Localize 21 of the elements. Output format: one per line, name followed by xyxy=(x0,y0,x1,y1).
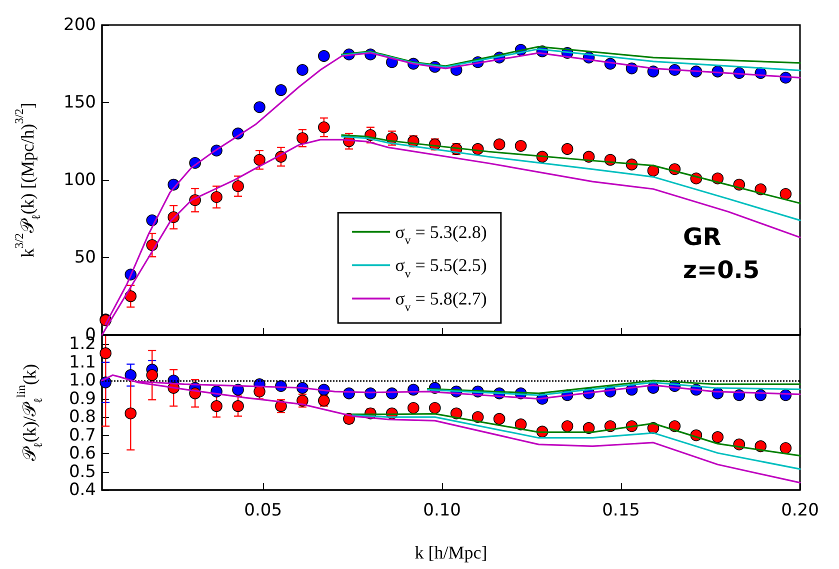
annotation: GR xyxy=(682,223,722,251)
y-tick-label: 0.5 xyxy=(68,462,96,482)
y-tick-label: 0.7 xyxy=(68,425,96,446)
annotation: z=0.5 xyxy=(683,256,760,284)
y-tick-label: 0.4 xyxy=(68,480,96,500)
x-tick-label: 0.10 xyxy=(423,500,461,520)
y-axis-title: k3/2𝒫ℓ(k) [(Mpc/h)3/2] xyxy=(12,102,43,258)
y-tick-label: 200 xyxy=(64,15,96,35)
x-tick-label: 0.15 xyxy=(602,500,640,520)
y-tick-label: 50 xyxy=(74,248,96,268)
y-tick-label: 150 xyxy=(64,92,96,112)
x-tick-label: 0.20 xyxy=(781,500,819,520)
y-tick-label: 1.0 xyxy=(68,370,96,391)
y-tick-label: 0.9 xyxy=(68,388,96,409)
y-tick-label: 0.8 xyxy=(68,407,96,428)
x-axis-title: k [h/Mpc] xyxy=(414,542,488,562)
x-tick-label: 0.05 xyxy=(244,500,282,520)
y-tick-label: 1.1 xyxy=(68,352,96,372)
y-tick-label: 100 xyxy=(64,170,96,190)
y-axis-title: 𝒫ℓ(k)/𝒫ℓlin(k) xyxy=(14,364,45,462)
y-tick-label: 0.6 xyxy=(68,444,96,464)
